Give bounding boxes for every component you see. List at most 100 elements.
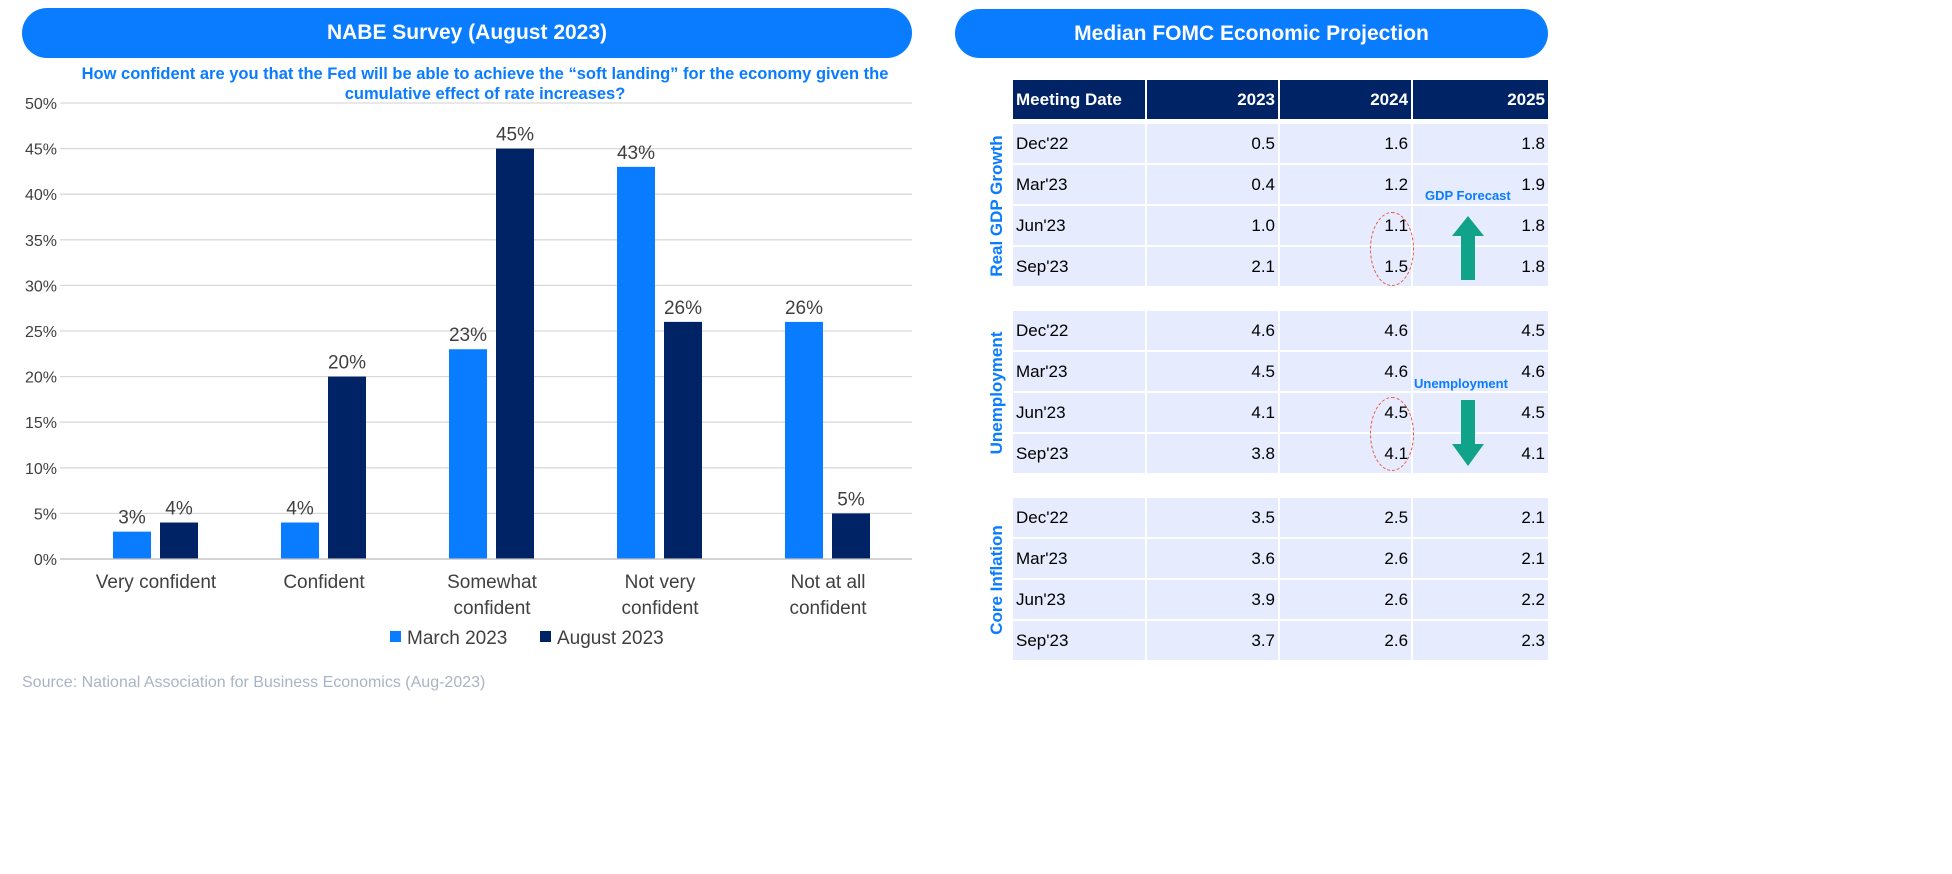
- table-cell: 1.8: [1413, 247, 1549, 286]
- column-header: 2023: [1147, 80, 1279, 119]
- data-label: 3%: [118, 508, 146, 529]
- table-cell: 2.1: [1413, 539, 1549, 578]
- table-cell: 1.9: [1413, 165, 1549, 204]
- data-label: 4%: [286, 499, 314, 520]
- group-label: Unemployment: [987, 331, 1006, 455]
- column-header: 2025: [1413, 80, 1549, 119]
- table-cell: 2.6: [1280, 621, 1412, 660]
- highlight-ellipse-gdp: [1370, 212, 1414, 286]
- legend-label: August 2023: [557, 628, 664, 649]
- down-arrow-icon: [1452, 400, 1484, 466]
- up-arrow-icon: [1452, 216, 1484, 280]
- table-cell: 0.5: [1147, 124, 1279, 163]
- table-cell: 3.7: [1147, 621, 1279, 660]
- table-row: Sep'23 3.7 2.6 2.3: [1013, 621, 1549, 662]
- legend-swatch: [540, 631, 551, 642]
- highlight-ellipse-unemployment: [1370, 397, 1414, 471]
- table-cell: Jun'23: [1013, 580, 1145, 619]
- table-cell: 3.9: [1147, 580, 1279, 619]
- bar: [328, 376, 366, 559]
- group-label: Core Inflation: [987, 525, 1006, 635]
- bar: [449, 349, 487, 559]
- table-cell: 2.6: [1280, 539, 1412, 578]
- table-row: Dec'22 4.6 4.6 4.5: [1013, 311, 1549, 352]
- table-cell: 2.1: [1147, 247, 1279, 286]
- y-tick-label: 45%: [25, 142, 57, 159]
- source-note: Source: National Association for Busines…: [22, 674, 486, 691]
- table-cell: 1.6: [1280, 124, 1412, 163]
- table-cell: 2.3: [1413, 621, 1549, 660]
- table-cell: Dec'22: [1013, 311, 1145, 350]
- fomc-title: Median FOMC Economic Projection: [955, 9, 1548, 58]
- table-cell: 3.5: [1147, 498, 1279, 537]
- table-cell: 1.0: [1147, 206, 1279, 245]
- table-cell: 4.1: [1413, 434, 1549, 473]
- table-cell: Jun'23: [1013, 393, 1145, 432]
- y-tick-label: 10%: [25, 461, 57, 478]
- table-cell: 3.6: [1147, 539, 1279, 578]
- y-tick-label: 5%: [34, 506, 57, 523]
- table-cell: Mar'23: [1013, 352, 1145, 391]
- table-row: Mar'23 0.4 1.2 1.9: [1013, 165, 1549, 206]
- data-label: 26%: [664, 298, 702, 319]
- data-label: 4%: [165, 499, 193, 520]
- unemployment-annotation: Unemployment: [1414, 376, 1508, 391]
- table-row: Mar'23 3.6 2.6 2.1: [1013, 539, 1549, 580]
- table-cell: Mar'23: [1013, 539, 1145, 578]
- table-row: Dec'22 0.5 1.6 1.8: [1013, 124, 1549, 165]
- table-cell: Dec'22: [1013, 498, 1145, 537]
- x-tick-label: confident: [453, 598, 531, 619]
- table-cell: 3.8: [1147, 434, 1279, 473]
- table-row: Dec'22 3.5 2.5 2.1: [1013, 498, 1549, 539]
- x-tick-label: Very confident: [96, 572, 217, 593]
- bar: [832, 513, 870, 559]
- bar: [785, 321, 823, 559]
- bar: [113, 531, 151, 559]
- x-tick-label: confident: [621, 598, 699, 619]
- table-cell: 4.6: [1280, 352, 1412, 391]
- column-header: Meeting Date: [1013, 80, 1145, 119]
- y-tick-label: 30%: [25, 278, 57, 295]
- table-row: Mar'23 4.5 4.6 4.6: [1013, 352, 1549, 393]
- table-cell: 2.5: [1280, 498, 1412, 537]
- y-tick-label: 15%: [25, 415, 57, 432]
- x-tick-label: Somewhat: [447, 572, 537, 593]
- survey-question: How confident are you that the Fed will …: [81, 65, 889, 103]
- legend-label: March 2023: [407, 628, 507, 649]
- table-cell: 2.1: [1413, 498, 1549, 537]
- table-row: Jun'23 1.0 1.1 1.8: [1013, 206, 1549, 247]
- nabe-survey-title: NABE Survey (August 2023): [22, 8, 912, 58]
- table-cell: Sep'23: [1013, 621, 1145, 660]
- table-cell: Mar'23: [1013, 165, 1145, 204]
- table-cell: 4.1: [1147, 393, 1279, 432]
- table-cell: 1.2: [1280, 165, 1412, 204]
- x-tick-label: Not at all: [791, 572, 866, 593]
- legend-swatch: [390, 631, 401, 642]
- y-tick-label: 35%: [25, 233, 57, 250]
- y-tick-label: 40%: [25, 187, 57, 204]
- bar-chart: 0% 5% 10% 15% 20% 25% 30% 35% 40% 45% 50% 3% 4% Very …: [25, 96, 912, 649]
- table-cell: 2.2: [1413, 580, 1549, 619]
- data-label: 20%: [328, 353, 366, 374]
- table-row: Jun'23 3.9 2.6 2.2: [1013, 580, 1549, 621]
- data-label: 23%: [449, 325, 487, 346]
- bar: [664, 321, 702, 559]
- bar: [160, 522, 198, 559]
- table-cell: 1.8: [1413, 206, 1549, 245]
- table-cell: 4.5: [1147, 352, 1279, 391]
- bar: [617, 166, 655, 559]
- table-cell: Dec'22: [1013, 124, 1145, 163]
- y-tick-label: 50%: [25, 96, 57, 113]
- x-tick-label: Confident: [283, 572, 365, 593]
- table-cell: 1.8: [1413, 124, 1549, 163]
- gdp-forecast-annotation: GDP Forecast: [1425, 188, 1511, 203]
- data-label: 5%: [837, 489, 865, 510]
- data-label: 43%: [617, 143, 655, 164]
- column-header: 2024: [1280, 80, 1412, 119]
- group-label: Real GDP Growth: [987, 135, 1006, 277]
- table-cell: 4.6: [1413, 352, 1549, 391]
- x-tick-label: confident: [789, 598, 867, 619]
- y-tick-label: 0%: [34, 552, 57, 569]
- table-cell: 4.6: [1147, 311, 1279, 350]
- table-cell: 4.5: [1413, 311, 1549, 350]
